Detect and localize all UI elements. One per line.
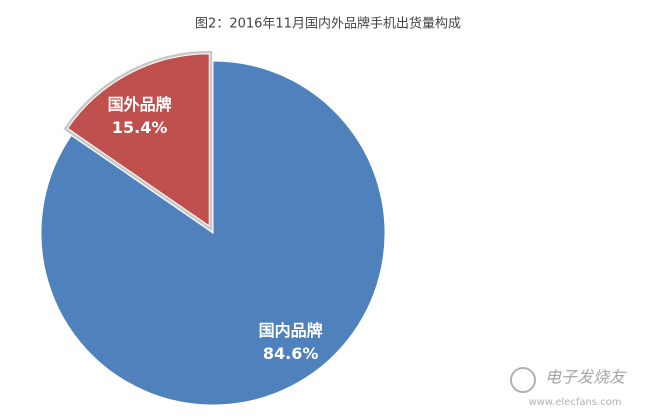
pie: 国内品牌 84.6% 国外品牌 15.4% (40, 50, 386, 406)
watermark-brand: 电子发烧友 (545, 368, 627, 387)
slice-label: 国内品牌 (259, 321, 323, 340)
slice-value-label: 15.4% (112, 118, 168, 137)
slice (66, 53, 210, 227)
watermark: 电子发烧友 www.elecfans.com (510, 367, 627, 408)
watermark-logo (510, 367, 536, 393)
slice (40, 60, 386, 406)
chart-title: 图2：2016年11月国内外品牌手机出货量构成 (195, 16, 461, 32)
slice-value-label: 84.6% (263, 344, 319, 363)
watermark-url: www.elecfans.com (528, 397, 621, 408)
slice-label: 国外品牌 (108, 95, 172, 114)
